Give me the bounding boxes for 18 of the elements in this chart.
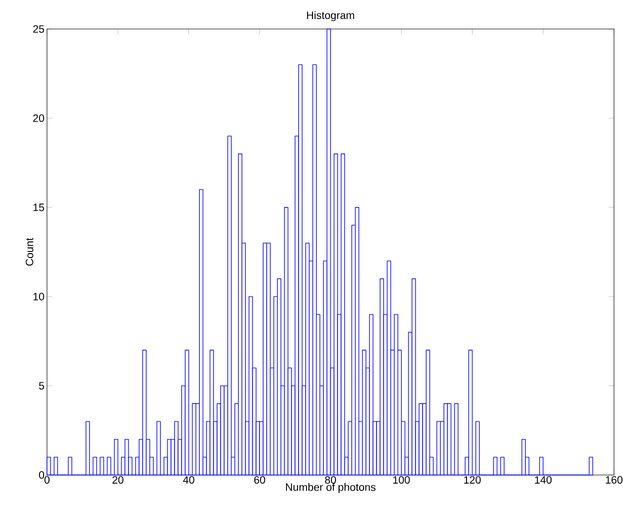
x-tick-label: 0: [44, 476, 50, 484]
x-tick-label: 20: [112, 476, 124, 484]
chart-title: Histogram: [307, 11, 354, 22]
x-tick-label: 120: [464, 476, 481, 484]
y-tick-label: 25: [33, 25, 44, 33]
y-tick-label: 0: [39, 471, 44, 479]
y-axis-title: Count: [26, 238, 34, 266]
x-tick-label: 140: [535, 476, 552, 484]
y-tick-label: 15: [33, 204, 44, 212]
x-tick-label: 160: [606, 476, 622, 484]
x-axis-title: Number of photons: [286, 483, 376, 494]
y-tick-label: 5: [39, 382, 44, 390]
x-tick-label: 40: [183, 476, 194, 484]
y-tick-label: 20: [33, 114, 44, 122]
x-tick-label: 80: [325, 476, 336, 484]
x-tick-label: 100: [393, 476, 410, 484]
y-tick-label: 10: [33, 292, 44, 300]
x-tick-label: 60: [254, 476, 266, 484]
